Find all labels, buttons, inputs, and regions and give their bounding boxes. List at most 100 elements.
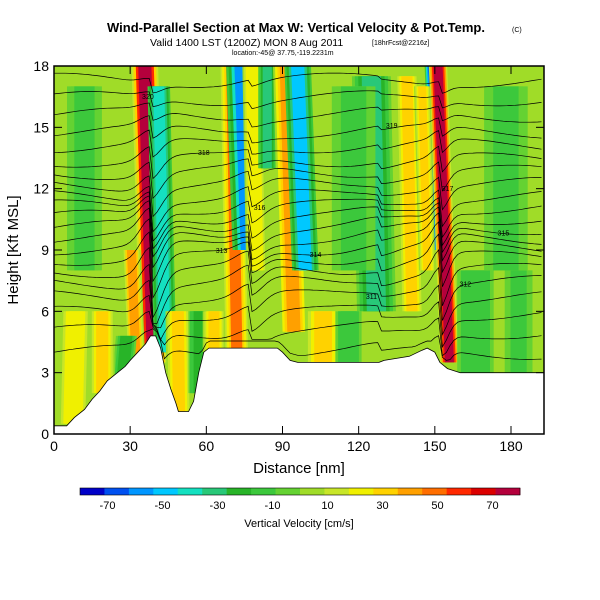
x-tick-label: 30 [122,438,138,454]
isentrope-line [54,328,542,361]
colorbar-swatch [446,488,472,495]
colorbar-tick-label: 10 [321,500,333,512]
velocity-streak [314,311,332,363]
colorbar-swatch [80,488,105,495]
x-axis-label: Distance [nm] [253,460,345,477]
vertical-velocity-field [54,66,544,434]
isentrope-line [54,294,542,349]
isentrope-line [54,263,542,325]
isentrope-line [54,246,542,319]
chart-subtitle-main: Valid 1400 LST (1200Z) MON 8 Aug 2011 [150,37,343,49]
isentrope-line [54,191,542,242]
terrain-mask [54,335,544,434]
x-axis-ticks: 0 30 60 90 120 150 180 [50,66,523,454]
x-tick-label: 60 [199,438,215,454]
velocity-streak [262,66,272,169]
isentrope-line [54,200,542,258]
isentrope-line [54,115,542,144]
colorbar-swatch [300,488,325,495]
colorbar-swatch [104,488,130,495]
isentrope-label: 320 [142,94,154,101]
isentrope-line [54,72,542,94]
colorbar-frame [79,487,521,496]
isentrope-label: 319 [386,123,398,130]
velocity-streak [96,311,109,394]
plot-area: 311 312 313 314 315 316 317 318 319 320 [54,66,544,434]
chart-subtitle-location: location:-45@ 37.75,-119.2231m [232,50,334,57]
colorbar-swatch [348,488,374,495]
isentrope-line [54,231,542,299]
velocity-streak [208,311,220,353]
y-tick-label: 12 [33,181,49,197]
colorbar: -70 -50 -30 -10 10 30 50 70 [79,487,521,512]
colorbar-tick-label: 30 [376,500,388,512]
isentrope-line [54,90,542,109]
chart-title: Wind-Parallel Section at Max W: Vertical… [107,20,485,35]
chart-subtitle-run: [18hrFcst@2216z] [372,40,429,47]
isentrope-label: 318 [198,150,210,157]
isentrope-line [54,207,542,269]
colorbar-swatch [324,488,350,495]
colorbar-label: Vertical Velocity [cm/s] [244,518,353,530]
colorbar-tick-label: -10 [265,500,281,512]
colorbar-tick-label: -70 [100,500,116,512]
isentrope-label: 311 [366,294,377,301]
isentrope-label: 317 [442,186,454,193]
velocity-streak [291,66,312,271]
velocity-streak [171,311,186,414]
y-tick-label: 15 [33,119,49,135]
colorbar-swatch [495,488,521,495]
colorbar-swatch [471,488,496,495]
colorbar-swatch [397,488,423,495]
velocity-streak [493,86,519,271]
isentrope-label: 314 [310,252,322,259]
isentrope-label: 316 [254,205,266,212]
x-tick-label: 90 [275,438,291,454]
colorbar-swatch [373,488,399,495]
velocity-streak [340,311,357,363]
y-tick-label: 18 [33,58,49,74]
colorbar-tick-label: -30 [210,500,226,512]
x-tick-label: 150 [423,438,447,454]
colorbar-swatch [177,488,203,495]
velocity-streak [401,76,418,312]
y-axis-ticks: 0 3 6 9 12 15 18 [33,58,544,442]
chart-title-mark: (C) [512,27,522,34]
isentrope-line [54,310,542,357]
colorbar-swatch [202,488,228,495]
isentrope-label: 315 [498,231,510,238]
colorbar-tick-label: -50 [155,500,171,512]
velocity-streak [464,270,487,373]
velocity-streak [340,86,367,271]
velocity-streak [65,311,83,424]
colorbar-swatch [251,488,276,495]
potential-temperature-contours: 311 312 313 314 315 316 317 318 319 320 [54,72,542,361]
colorbar-swatch [128,488,154,495]
x-tick-label: 120 [347,438,371,454]
isentrope-line [54,279,542,336]
x-tick-label: 180 [499,438,523,454]
colorbar-tick-label: 50 [431,500,443,512]
y-tick-label: 6 [41,303,49,319]
y-axis-label: Height [Kft MSL] [5,195,22,304]
x-tick-label: 0 [50,438,58,454]
colorbar-swatch [422,488,448,495]
velocity-streak [418,86,432,271]
isentrope-line [54,185,542,233]
isentrope-label: 313 [216,248,228,255]
y-tick-label: 9 [41,242,49,258]
isentrope-line [54,170,542,218]
isentrope-label: 312 [459,281,471,288]
velocity-streak [126,250,142,373]
colorbar-swatch [226,488,252,495]
isentrope-line [54,158,542,199]
isentrope-line [54,129,542,158]
isentrope-line [54,145,542,180]
y-tick-label: 3 [41,365,49,381]
isentrope-line [54,218,542,283]
velocity-streak [510,270,527,373]
colorbar-tick-label: 70 [486,500,498,512]
colorbar-swatch [275,488,301,495]
colorbar-swatch [153,488,179,495]
